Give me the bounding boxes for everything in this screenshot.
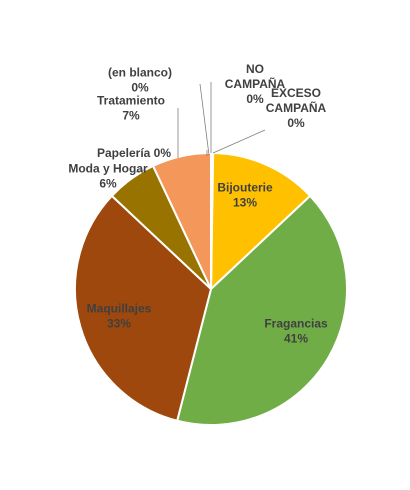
leader-lines-layer bbox=[135, 82, 266, 173]
data-label-fragancias: Fragancias 41% bbox=[264, 317, 328, 346]
leader-line-exceso-campana bbox=[212, 129, 266, 154]
labels-layer: Bijouterie 13% Fragancias 41% Maquillajes 33%… bbox=[68, 62, 328, 346]
data-label-papeleria: Papelería 0% bbox=[97, 146, 171, 160]
data-label-exceso-campana: EXCESO CAMPAÑA 0% bbox=[266, 86, 327, 130]
data-label-tratamiento: Tratamiento 7% bbox=[97, 94, 165, 123]
slices-layer bbox=[73, 151, 348, 426]
leader-line-moda-y-hogar bbox=[135, 169, 145, 173]
leader-line-en-blanco bbox=[199, 83, 210, 156]
pie-slice-maquillajes bbox=[73, 194, 213, 422]
data-label-bijouterie: Bijouterie 13% bbox=[217, 181, 273, 210]
data-label-moda-y-hogar: Moda y Hogar 6% bbox=[68, 162, 148, 191]
data-label-maquillajes: Maquillajes 33% bbox=[87, 302, 152, 331]
pie-slice-bijouterie bbox=[210, 151, 312, 292]
pie-slice-fragancias bbox=[175, 194, 348, 426]
data-label-no-campana: NO CAMPAÑA 0% bbox=[225, 62, 286, 106]
data-label-en-blanco: (en blanco) 0% bbox=[108, 66, 172, 95]
